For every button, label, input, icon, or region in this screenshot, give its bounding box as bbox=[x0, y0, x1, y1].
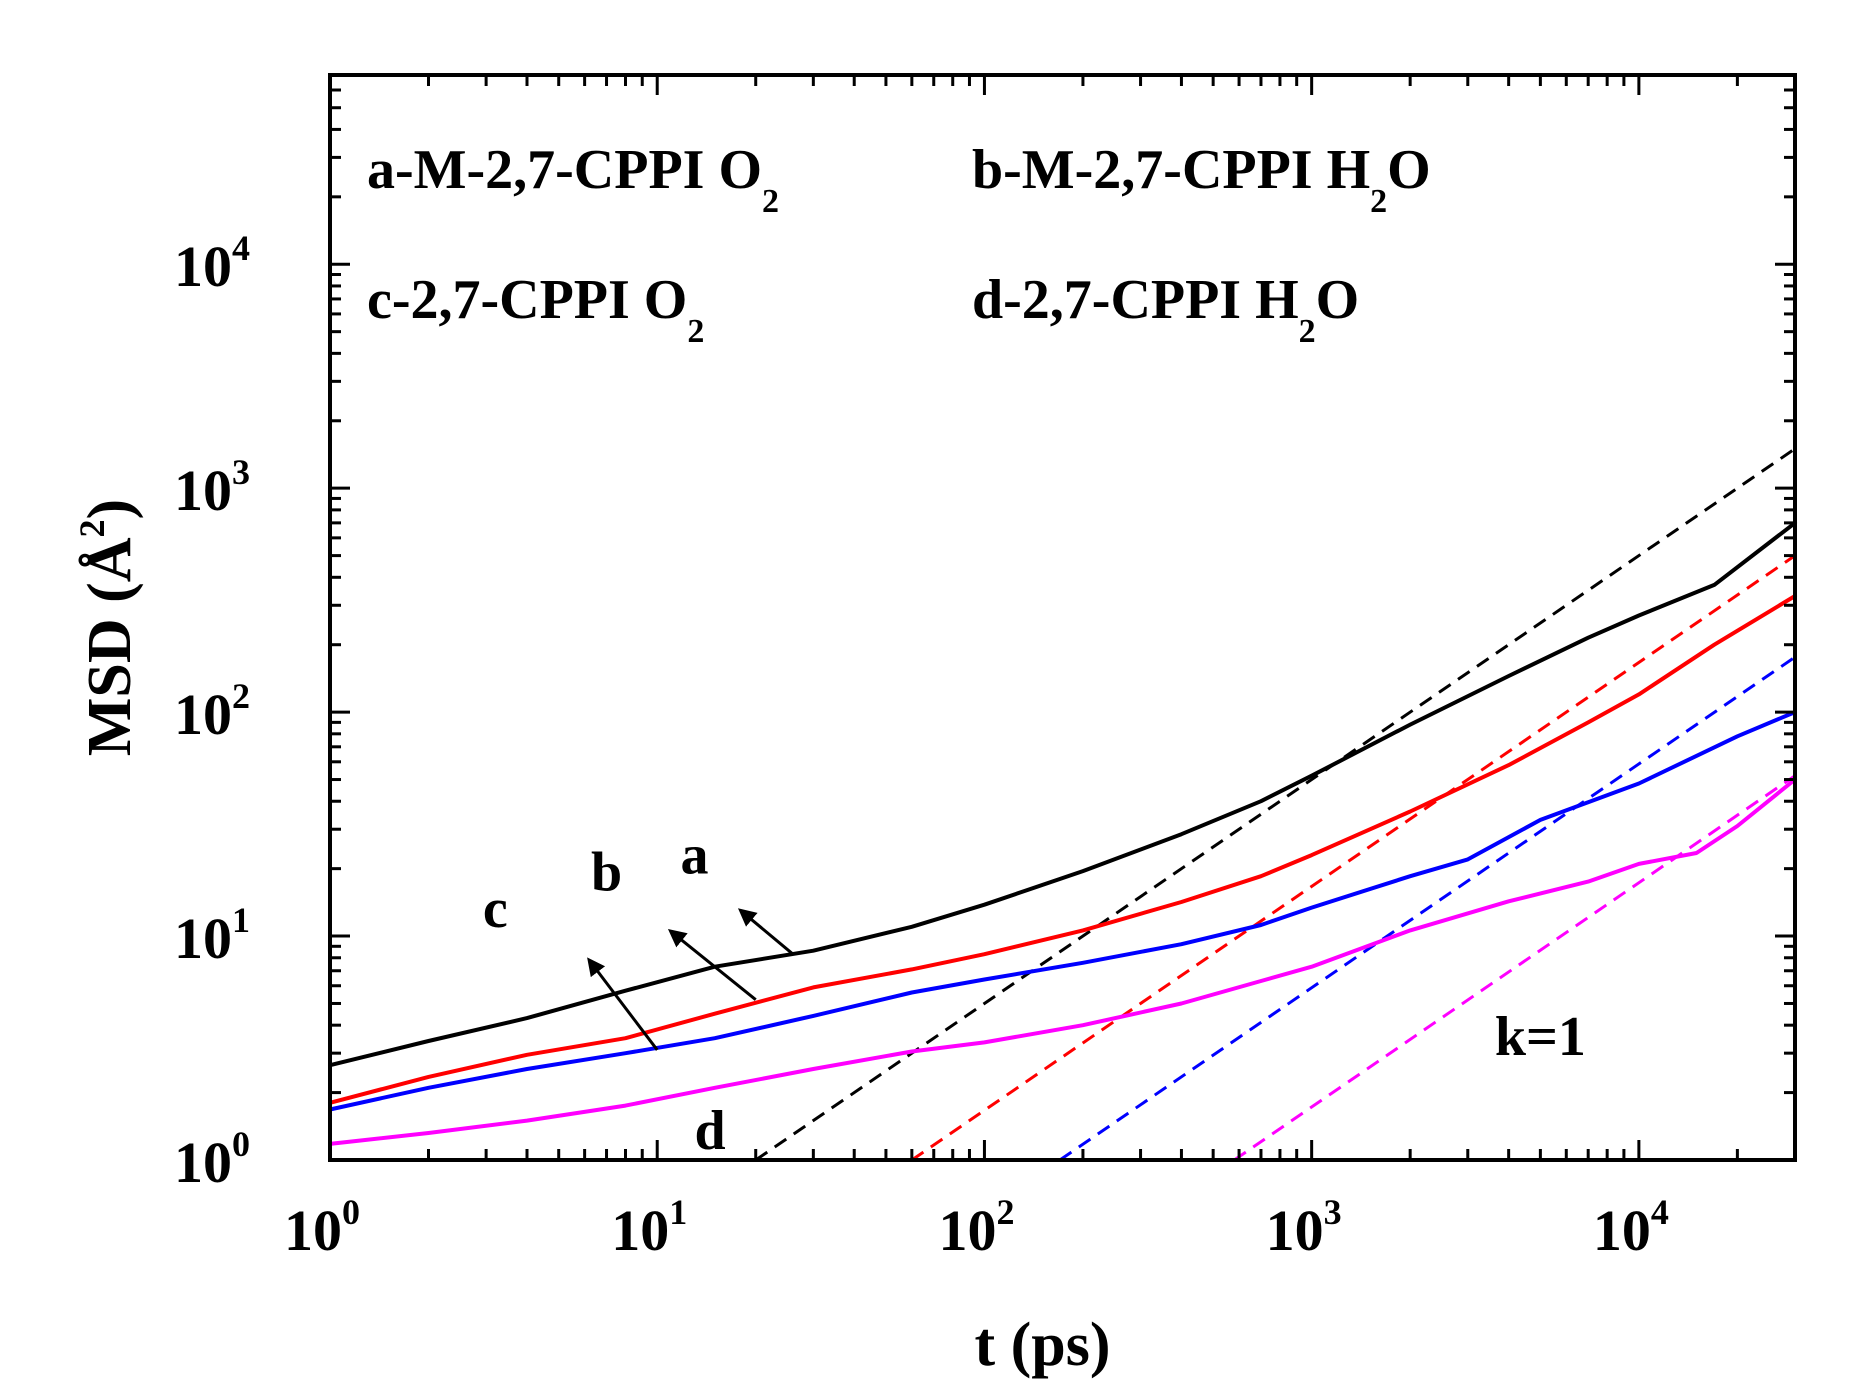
x-tick-label: 104 bbox=[1593, 1192, 1669, 1263]
legend-text-tail: O bbox=[1316, 269, 1360, 331]
x-tick-label: 101 bbox=[611, 1192, 687, 1263]
x-tick-label: 103 bbox=[1266, 1192, 1342, 1263]
curve-label-text: b bbox=[591, 841, 622, 903]
series-group bbox=[328, 520, 1797, 1146]
y-axis-label: MSD (Å2) bbox=[72, 499, 144, 756]
x-tick-base: 10 bbox=[284, 1198, 342, 1263]
annotations-group: ab c d k=1 bbox=[483, 825, 1586, 1162]
curve-label-c: c bbox=[483, 878, 508, 940]
y-axis-label-prefix: MSD ( bbox=[76, 582, 144, 756]
series-line-a bbox=[328, 520, 1797, 1068]
series-line-b bbox=[328, 594, 1797, 1105]
x-axis-label: t (ps) bbox=[974, 1311, 1110, 1379]
legend-text-main: a-M-2,7-CPPI O bbox=[367, 139, 762, 201]
legend-text-tail: O bbox=[1387, 139, 1431, 201]
series-line-c bbox=[328, 710, 1797, 1112]
y-axis-label-suffix: ) bbox=[76, 499, 144, 520]
legend-entry-d: d-2,7-CPPI H2O bbox=[972, 269, 1359, 350]
y-tick-base: 10 bbox=[174, 682, 232, 747]
x-tick-label: 102 bbox=[938, 1192, 1014, 1263]
x-tick-exp: 1 bbox=[669, 1192, 687, 1232]
legend-text-main: d-2,7-CPPI H bbox=[972, 269, 1299, 331]
legend-group: a-M-2,7-CPPI O2b-M-2,7-CPPI H2Oc-2,7-CPP… bbox=[367, 139, 1431, 350]
y-tick-base: 10 bbox=[174, 906, 232, 971]
fit-line-2 bbox=[1058, 655, 1796, 1162]
legend-text-main: b-M-2,7-CPPI H bbox=[972, 139, 1370, 201]
legend-text-main: c-2,7-CPPI O bbox=[367, 269, 687, 331]
legend-text-subscript: 2 bbox=[762, 183, 779, 220]
fit-line-1 bbox=[910, 554, 1796, 1162]
x-tick-exp: 2 bbox=[996, 1192, 1014, 1232]
y-tick-base: 10 bbox=[174, 1130, 232, 1195]
series-line-d bbox=[328, 777, 1797, 1146]
y-tick-exp: 1 bbox=[232, 900, 250, 940]
x-tick-base: 10 bbox=[1266, 1198, 1324, 1263]
curve-label-b: b bbox=[591, 841, 622, 903]
legend-text-subscript: 2 bbox=[1370, 183, 1387, 220]
x-tick-exp: 3 bbox=[1324, 1192, 1342, 1232]
x-axis-label-text: t (ps) bbox=[974, 1311, 1110, 1379]
y-tick-label: 101 bbox=[174, 900, 250, 971]
y-tick-label: 100 bbox=[174, 1124, 250, 1195]
curve-arrow-c bbox=[587, 957, 659, 1051]
x-tick-label: 100 bbox=[284, 1192, 360, 1263]
curve-label-d: d bbox=[694, 1100, 725, 1162]
x-tick-exp: 4 bbox=[1651, 1192, 1669, 1232]
plot-frame bbox=[328, 73, 1797, 1162]
curve-label-text: d bbox=[694, 1100, 725, 1162]
x-tick-base: 10 bbox=[938, 1198, 996, 1263]
curve-label-text: c bbox=[483, 878, 508, 940]
fit-lines-group bbox=[754, 447, 1796, 1162]
y-tick-exp: 0 bbox=[232, 1124, 250, 1164]
legend-entry-a: a-M-2,7-CPPI O2 bbox=[367, 139, 779, 220]
y-tick-exp: 4 bbox=[232, 228, 250, 268]
y-tick-label: 103 bbox=[174, 452, 250, 523]
curve-label-a: a bbox=[681, 825, 709, 887]
y-tick-label: 102 bbox=[174, 676, 250, 747]
curve-label-text: a bbox=[681, 825, 709, 887]
y-tick-label: 104 bbox=[174, 228, 250, 299]
fit-line-0 bbox=[754, 447, 1796, 1162]
curve-arrow-a bbox=[737, 908, 794, 956]
y-tick-exp: 3 bbox=[232, 452, 250, 492]
legend-entry-c: c-2,7-CPPI O2 bbox=[367, 269, 704, 350]
slope-annotation: k=1 bbox=[1495, 1006, 1586, 1068]
y-axis-label-exp: 2 bbox=[72, 519, 112, 537]
x-tick-base: 10 bbox=[611, 1198, 669, 1263]
legend-text-subscript: 2 bbox=[1299, 313, 1316, 350]
legend-entry-b: b-M-2,7-CPPI H2O bbox=[972, 139, 1431, 220]
legend-text-subscript: 2 bbox=[687, 313, 704, 350]
x-tick-base: 10 bbox=[1593, 1198, 1651, 1263]
x-tick-exp: 0 bbox=[342, 1192, 360, 1232]
y-axis-label-unit: Å bbox=[76, 537, 144, 582]
y-tick-base: 10 bbox=[174, 458, 232, 523]
curve-arrow-b bbox=[667, 929, 757, 1001]
y-tick-base: 10 bbox=[174, 234, 232, 299]
slope-annotation-text: k=1 bbox=[1495, 1006, 1586, 1068]
y-tick-exp: 2 bbox=[232, 676, 250, 716]
